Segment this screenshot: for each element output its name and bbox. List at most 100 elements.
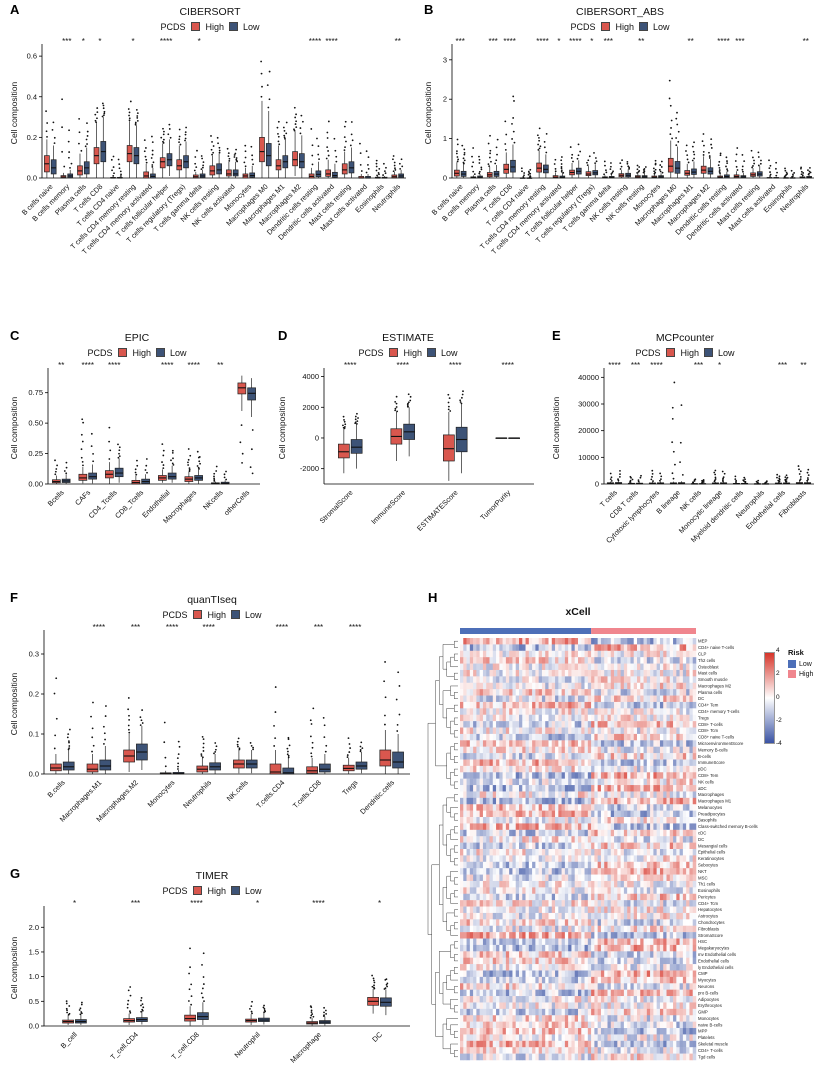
panel-h: H xCell MEP CD4+ naive T-cells CLP Th2 cell… (424, 590, 822, 1090)
svg-text:B_cell: B_cell (59, 1030, 79, 1050)
svg-text:NKT: NKT (698, 869, 707, 874)
svg-text:2: 2 (443, 95, 447, 104)
svg-text:0.25: 0.25 (28, 449, 43, 458)
svg-text:****: **** (188, 361, 200, 370)
panel-a-label: A (10, 2, 20, 17)
svg-text:TumorPurity: TumorPurity (478, 488, 512, 522)
svg-text:Pericytes: Pericytes (698, 894, 716, 899)
svg-text:*: * (557, 37, 560, 46)
svg-text:NKcells: NKcells (201, 488, 225, 512)
legend-low-label: Low (243, 21, 260, 32)
svg-text:CD8+ Tem: CD8+ Tem (698, 773, 719, 778)
colorbar-tick: -2 (776, 716, 782, 724)
panel-e: E MCPcounter PCDS High Low 0 10000 20000 30… (548, 328, 822, 582)
risk-low-swatch (788, 660, 796, 668)
svg-text:CD4+ naive T-cells: CD4+ naive T-cells (698, 645, 734, 650)
svg-text:2.0: 2.0 (29, 923, 39, 932)
panel-d-title: ESTIMATE (382, 332, 434, 344)
panel-f: F quanTIseq PCDS High Low 0.0 0.1 0.2 0.3 Ce… (6, 590, 418, 866)
high-swatch (193, 610, 203, 619)
svg-text:Epithelial cells: Epithelial cells (698, 850, 725, 855)
svg-text:***: *** (131, 899, 140, 908)
svg-text:aDC: aDC (698, 786, 707, 791)
svg-text:DC: DC (698, 696, 704, 701)
svg-text:0.3: 0.3 (29, 650, 39, 659)
svg-text:40000: 40000 (578, 373, 599, 382)
panel-b-legend: PCDS High Low (420, 21, 820, 32)
legend-low-label: Low (653, 21, 670, 32)
svg-text:Neutrophil: Neutrophil (232, 1030, 262, 1060)
svg-text:Macrophages M2: Macrophages M2 (698, 683, 732, 688)
panel-h-label: H (428, 590, 438, 605)
panel-d-label: D (278, 328, 288, 343)
svg-text:****: **** (397, 361, 409, 370)
svg-text:0.4: 0.4 (27, 92, 37, 101)
svg-text:MSC: MSC (698, 875, 708, 880)
panel-e-title: MCPcounter (655, 332, 715, 344)
risk-high-swatch (788, 670, 796, 678)
svg-text:*: * (98, 37, 101, 46)
svg-text:0.00: 0.00 (28, 480, 43, 489)
panel-e-label: E (552, 328, 561, 343)
svg-text:***: *** (778, 361, 787, 370)
svg-text:****: **** (344, 361, 356, 370)
legend-low-label: Low (170, 347, 187, 358)
svg-text:Cell composition: Cell composition (9, 397, 19, 460)
panel-c-label: C (10, 328, 20, 343)
panel-b-label: B (424, 2, 434, 17)
legend-high-label: High (205, 21, 224, 32)
legend-high-label: High (132, 347, 151, 358)
svg-text:***: *** (604, 37, 613, 46)
panel-d-legend: PCDS High Low (274, 347, 542, 358)
legend-high-label: High (403, 347, 422, 358)
legend-high-label: High (680, 347, 699, 358)
svg-text:1.0: 1.0 (29, 972, 39, 981)
svg-text:CLP: CLP (698, 651, 706, 656)
panel-h-title: xCell (565, 606, 591, 618)
svg-text:Cell composition: Cell composition (9, 937, 19, 1000)
panel-c-boxplot: 0.00 0.25 0.50 0.75 Cell composition Bcells **… (9, 361, 260, 525)
svg-text:B-cells: B-cells (698, 754, 711, 759)
svg-text:****: **** (312, 899, 324, 908)
svg-text:pDC: pDC (698, 767, 707, 772)
svg-text:****: **** (536, 37, 548, 46)
risk-high-label: High (799, 670, 814, 678)
panel-d: D ESTIMATE PCDS High Low -2000 0 2000 4000 C… (274, 328, 542, 582)
panel-g-label: G (10, 866, 21, 881)
svg-text:**: ** (638, 37, 644, 46)
panel-e-legend: PCDS High Low (548, 347, 822, 358)
svg-text:Astrocytes: Astrocytes (698, 914, 718, 919)
svg-text:20000: 20000 (578, 426, 599, 435)
legend-title: PCDS (87, 347, 113, 358)
low-swatch (231, 610, 240, 619)
svg-text:0.2: 0.2 (27, 133, 37, 142)
panel-f-legend: PCDS High Low (6, 609, 418, 620)
svg-text:0.50: 0.50 (28, 419, 43, 428)
high-swatch (389, 348, 399, 357)
svg-text:Tregs: Tregs (340, 778, 359, 797)
panel-c-title: EPIC (124, 332, 150, 344)
svg-text:***: *** (694, 361, 703, 370)
svg-text:3: 3 (443, 55, 447, 64)
high-swatch (601, 22, 611, 31)
svg-text:B.cells: B.cells (45, 778, 67, 800)
svg-text:****: **** (108, 361, 120, 370)
svg-text:Preadipocytes: Preadipocytes (698, 811, 725, 816)
svg-text:0.0: 0.0 (29, 770, 39, 779)
panel-f-label: F (10, 590, 18, 605)
svg-text:0.2: 0.2 (29, 690, 39, 699)
heatmap-colorbar (764, 652, 775, 744)
panel-g-title: TIMER (195, 870, 229, 882)
svg-text:CD8+ T-cells: CD8+ T-cells (698, 722, 723, 727)
svg-text:MicroenvironmentScore: MicroenvironmentScore (698, 741, 744, 746)
svg-text:Basophils: Basophils (698, 818, 717, 823)
svg-text:2000: 2000 (302, 403, 319, 412)
low-swatch (231, 886, 240, 895)
svg-text:****: **** (608, 361, 620, 370)
svg-text:****: **** (502, 361, 514, 370)
panel-g: G TIMER PCDS High Low 0.0 0.5 1.0 1.5 2.0 Cel… (6, 866, 418, 1092)
